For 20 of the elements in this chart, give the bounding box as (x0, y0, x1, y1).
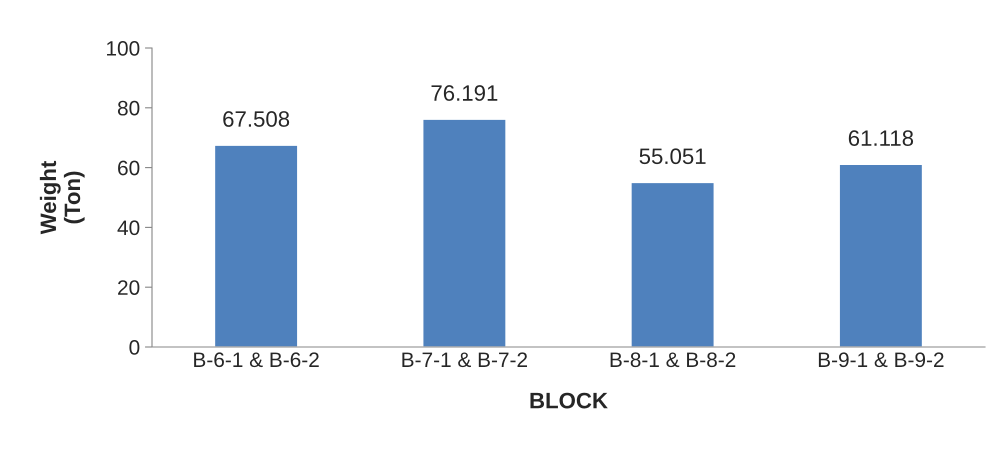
y-tick-label: 0 (129, 340, 140, 355)
data-label: 76.191 (432, 85, 498, 101)
bar (838, 164, 924, 347)
data-label: 67.508 (223, 111, 290, 127)
x-tick-label: B-7-1 & B-7-2 (402, 352, 528, 368)
y-tick-label: 40 (118, 220, 140, 236)
bar (422, 118, 507, 347)
x-tick-label: B-6-1 & B-6-2 (194, 352, 319, 368)
data-label: 61.118 (848, 130, 914, 146)
y-tick-label: 60 (118, 160, 140, 176)
y-tick-label: 100 (107, 41, 140, 56)
bar (214, 144, 298, 347)
x-tick-label: B-9-1 & B-9-2 (818, 352, 944, 368)
y-axis-title: Weight (Ton) (40, 160, 85, 234)
data-label: 55.051 (640, 148, 706, 164)
x-axis-title: BLOCK (530, 392, 608, 408)
y-tick-label: 80 (118, 100, 140, 116)
y-tick-label: 20 (118, 280, 140, 295)
x-tick-label: B-8-1 & B-8-2 (610, 352, 736, 368)
bar (630, 182, 715, 347)
